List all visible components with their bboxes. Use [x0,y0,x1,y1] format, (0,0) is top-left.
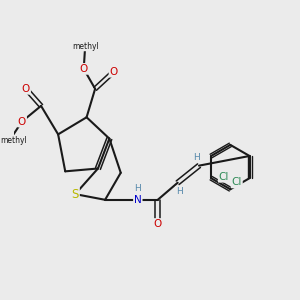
Text: O: O [110,67,118,77]
Text: S: S [71,188,79,201]
Text: N: N [134,195,142,205]
Text: methyl: methyl [1,136,27,145]
Text: O: O [22,84,30,94]
Text: O: O [18,116,26,127]
Text: O: O [154,219,162,229]
Text: H: H [194,153,200,162]
Text: methyl: methyl [72,42,98,51]
Text: Cl: Cl [232,177,242,188]
Text: O: O [80,64,88,74]
Text: H: H [176,187,182,196]
Text: Cl: Cl [219,172,229,182]
Text: H: H [134,184,141,194]
